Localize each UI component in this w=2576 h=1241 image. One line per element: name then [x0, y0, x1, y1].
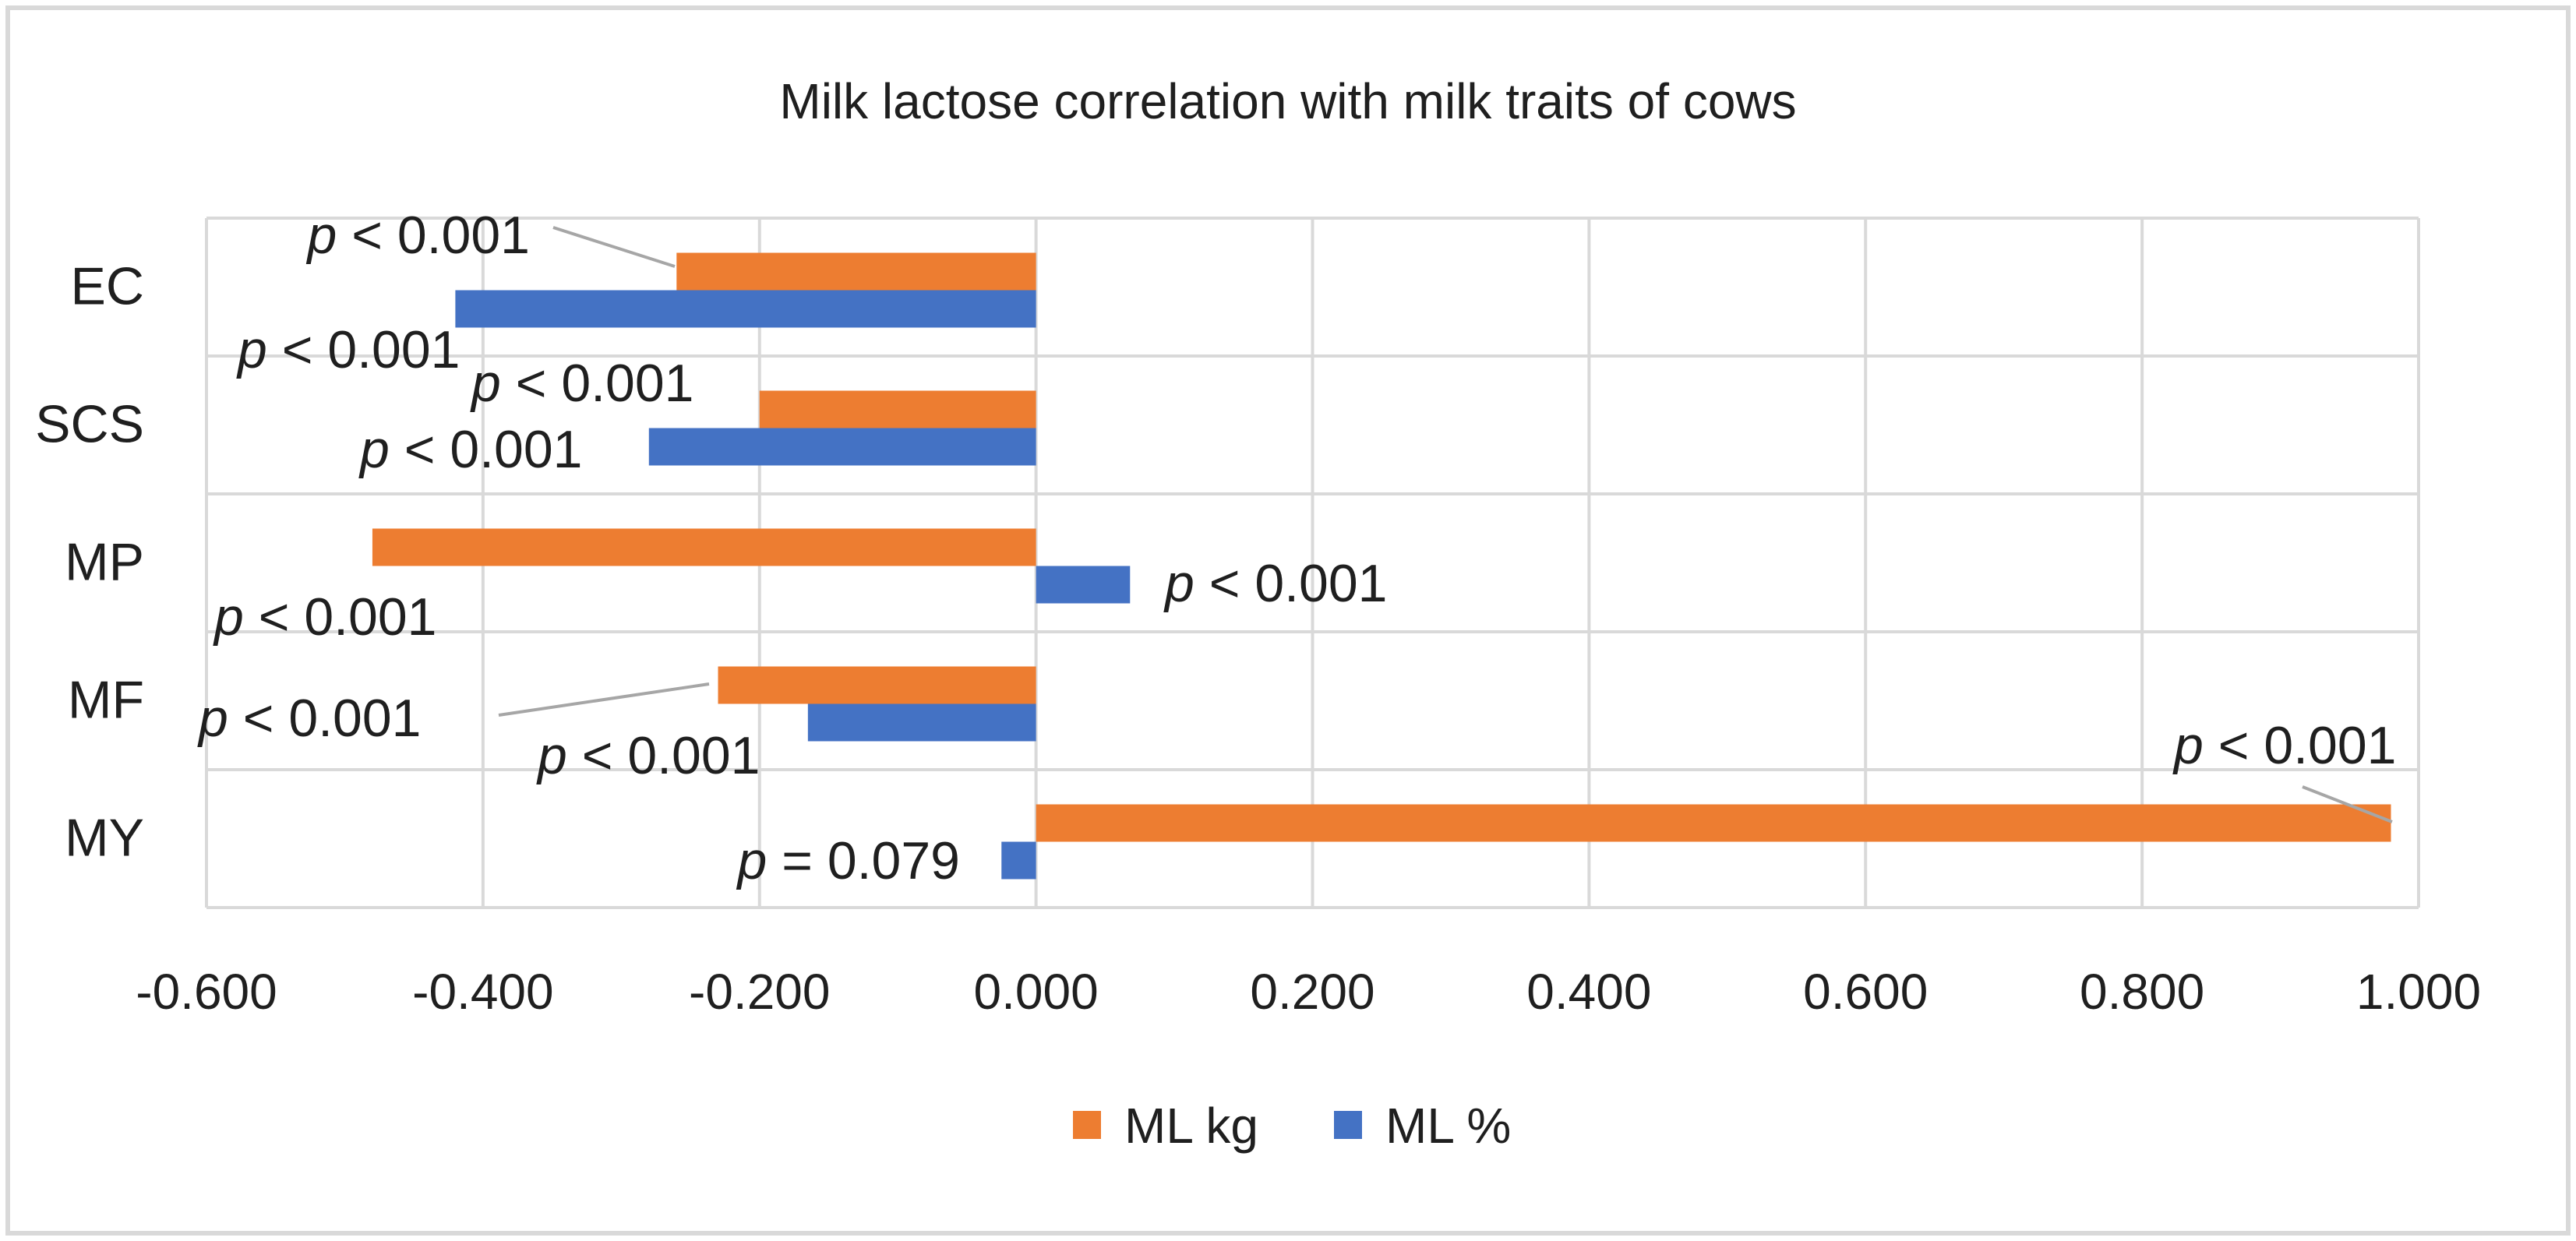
bar-ec-ml-pct	[455, 290, 1036, 328]
y-axis-tick-labels: EC SCS MP MF MY	[35, 257, 144, 868]
x-tick-label: 0.400	[1526, 964, 1651, 1020]
legend-swatch-ml-kg	[1073, 1111, 1101, 1139]
data-label-mp-ml-kg: p < 0.001	[213, 587, 437, 647]
legend-label-ml-kg: ML kg	[1124, 1098, 1258, 1154]
y-tick-label-ec: EC	[71, 257, 144, 316]
leader-line	[552, 226, 676, 268]
leader-line	[2302, 785, 2393, 823]
y-tick-label-mf: MF	[68, 671, 144, 730]
x-tick-label: 1.000	[2356, 964, 2481, 1020]
chart-title: Milk lactose correlation with milk trait…	[779, 73, 1796, 129]
data-label-mf-ml-pct: p < 0.001	[536, 726, 760, 785]
leader-lines	[498, 226, 2393, 823]
bar-mf-ml-pct	[807, 703, 1036, 742]
x-axis-tick-labels: -0.600 -0.400 -0.200 0.000 0.200 0.400 0.600 0.…	[136, 964, 2481, 1020]
y-tick-label-mp: MP	[65, 533, 144, 592]
data-label-ec-ml-pct: p < 0.001	[236, 320, 461, 379]
x-tick-label: -0.200	[689, 964, 830, 1020]
x-tick-label: 0.000	[974, 964, 1099, 1020]
x-tick-label: 0.600	[1803, 964, 1928, 1020]
legend-label-ml-pct: ML %	[1385, 1098, 1511, 1154]
bar-my-ml-pct	[1001, 841, 1036, 880]
data-label-mf-ml-kg: p < 0.001	[197, 689, 422, 748]
data-label-my-ml-kg: p < 0.001	[2172, 716, 2397, 775]
y-tick-label-my: MY	[65, 809, 144, 868]
gridlines	[205, 217, 2420, 909]
bar-mp-ml-pct	[1036, 566, 1131, 604]
bar-scs-ml-kg	[759, 390, 1036, 428]
bar-my-ml-kg	[1036, 804, 2391, 842]
x-tick-label: 0.800	[2080, 964, 2204, 1020]
data-label-scs-ml-kg: p < 0.001	[470, 354, 694, 413]
y-tick-label-scs: SCS	[35, 395, 144, 454]
bar-mp-ml-kg	[372, 528, 1036, 566]
legend-swatch-ml-pct	[1334, 1111, 1362, 1139]
legend: ML kg ML %	[1073, 1098, 1511, 1154]
x-tick-label: -0.600	[136, 964, 277, 1020]
bars	[372, 252, 2391, 880]
bar-mf-ml-kg	[718, 666, 1036, 704]
bar-scs-ml-pct	[648, 428, 1036, 466]
x-tick-label: 0.200	[1250, 964, 1374, 1020]
x-tick-label: -0.400	[412, 964, 553, 1020]
leader-line	[498, 682, 710, 717]
data-label-my-ml-pct: p = 0.079	[736, 831, 961, 890]
data-label-ec-ml-kg: p < 0.001	[306, 206, 531, 265]
data-label-mp-ml-pct: p < 0.001	[1163, 554, 1388, 613]
bar-ec-ml-kg	[676, 252, 1036, 291]
data-label-scs-ml-pct: p < 0.001	[358, 420, 583, 479]
